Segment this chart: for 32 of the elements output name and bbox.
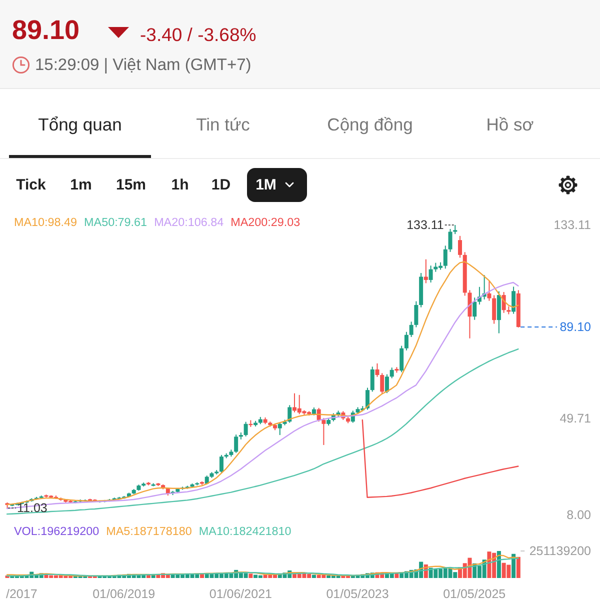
annotation: 11.03	[17, 500, 48, 515]
text: 1h	[171, 176, 189, 194]
text: 1D	[211, 176, 231, 194]
x-tick-label: 01/06/2021	[209, 587, 272, 600]
dropdown-button: 1M	[247, 168, 307, 202]
y-tick-label: 133.11	[554, 218, 592, 232]
text: Cộng đồng	[327, 114, 413, 136]
x-tick-label: 01/05/2023	[326, 587, 389, 600]
text: Tin tức	[196, 114, 250, 136]
x-tick-label: 01/05/2025	[443, 587, 506, 600]
chart-title: VOL:196219200	[14, 525, 100, 539]
text: MA50:79.61	[84, 216, 148, 230]
y-tick-label: 251139200	[529, 544, 592, 558]
y-tick-label: 89.10	[560, 320, 592, 334]
text: Tổng quan	[38, 114, 122, 136]
x-tick-label: /2017	[6, 587, 38, 600]
text: 15m	[116, 176, 146, 194]
annotation: 133.11	[406, 218, 444, 232]
text: Hồ sơ	[486, 114, 534, 136]
x-tick-label: 01/06/2019	[92, 587, 156, 600]
text: Tick	[16, 176, 46, 194]
text: MA20:106.84	[154, 216, 224, 230]
text: MA10:182421810	[198, 525, 292, 539]
text: 1m	[70, 176, 92, 194]
text: MA10:98.49	[14, 216, 78, 230]
text: -3.40 / -3.68%	[140, 23, 256, 47]
text: MA5:187178180	[106, 525, 192, 539]
text: 15:29:09 | Việt Nam (GMT+7)	[35, 55, 252, 75]
y-tick-label: 49.71	[560, 411, 592, 426]
text: 89.10	[12, 14, 80, 46]
y-tick-label: 8.00	[566, 508, 592, 522]
text: MA200:29.03	[230, 216, 300, 230]
